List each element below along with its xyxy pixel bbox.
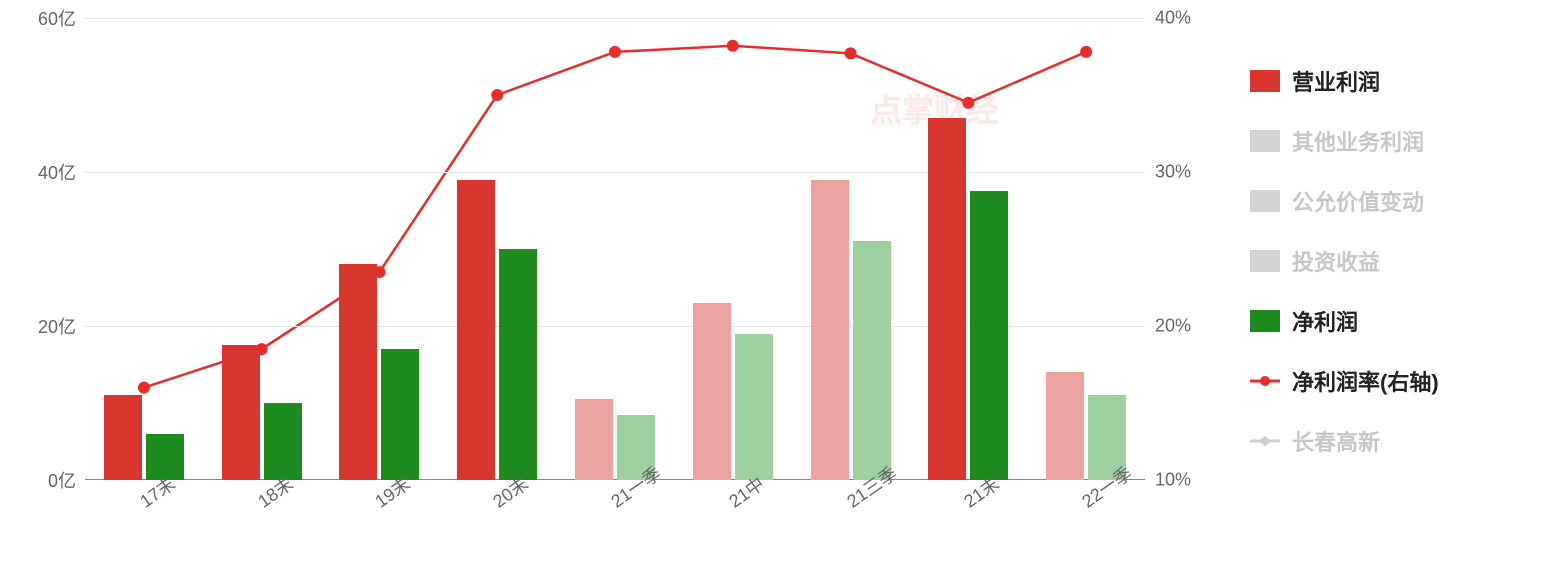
bar-net-profit[interactable]: [853, 241, 891, 480]
net-margin-marker[interactable]: [962, 97, 974, 109]
net-margin-marker[interactable]: [1080, 46, 1092, 58]
y-right-tick-label: 30%: [1155, 162, 1215, 183]
plot-area: [85, 18, 1145, 480]
bar-net-profit[interactable]: [735, 334, 773, 480]
bar-operating-profit[interactable]: [575, 399, 613, 480]
bar-operating-profit[interactable]: [104, 395, 142, 480]
bar-operating-profit[interactable]: [339, 264, 377, 480]
bar-operating-profit[interactable]: [693, 303, 731, 480]
legend-item[interactable]: 净利润: [1250, 305, 1530, 337]
legend-swatch: [1250, 310, 1280, 332]
bar-net-profit[interactable]: [264, 403, 302, 480]
legend-item[interactable]: 其他业务利润: [1250, 125, 1530, 157]
legend-swatch: [1250, 70, 1280, 92]
bar-net-profit[interactable]: [970, 191, 1008, 480]
legend-label: 投资收益: [1292, 245, 1380, 277]
gridline: [85, 18, 1145, 19]
y-left-tick-label: 40亿: [6, 159, 76, 185]
gridline: [85, 172, 1145, 173]
legend-label: 公允价值变动: [1292, 185, 1424, 217]
bar-operating-profit[interactable]: [222, 345, 260, 480]
bar-operating-profit[interactable]: [928, 118, 966, 480]
bar-operating-profit[interactable]: [811, 180, 849, 480]
legend-item[interactable]: 投资收益: [1250, 245, 1530, 277]
y-left-tick-label: 60亿: [6, 5, 76, 31]
legend-label: 净利润: [1292, 305, 1358, 337]
bar-net-profit[interactable]: [499, 249, 537, 480]
bar-operating-profit[interactable]: [1046, 372, 1084, 480]
y-right-tick-label: 40%: [1155, 8, 1215, 29]
legend-swatch: [1250, 250, 1280, 272]
y-left-tick-label: 0亿: [6, 467, 76, 493]
y-right-tick-label: 20%: [1155, 316, 1215, 337]
legend-item[interactable]: 公允价值变动: [1250, 185, 1530, 217]
bar-operating-profit[interactable]: [457, 180, 495, 480]
legend-label: 净利润率(右轴): [1292, 365, 1439, 397]
legend-line-diamond: [1250, 430, 1280, 452]
legend-item[interactable]: 长春高新: [1250, 425, 1530, 457]
y-right-tick-label: 10%: [1155, 470, 1215, 491]
legend: 营业利润其他业务利润公允价值变动投资收益净利润净利润率(右轴) 长春高新: [1250, 65, 1530, 485]
net-margin-marker[interactable]: [491, 89, 503, 101]
legend-line: [1250, 370, 1280, 392]
legend-label: 长春高新: [1292, 425, 1380, 457]
legend-label: 其他业务利润: [1292, 125, 1424, 157]
y-left-tick-label: 20亿: [6, 313, 76, 339]
legend-item[interactable]: 营业利润: [1250, 65, 1530, 97]
legend-swatch: [1250, 130, 1280, 152]
profit-chart: 点掌财经 营业利润其他业务利润公允价值变动投资收益净利润净利润率(右轴)长春高新: [0, 0, 1541, 580]
legend-swatch: [1250, 190, 1280, 212]
legend-label: 营业利润: [1292, 65, 1380, 97]
net-margin-marker[interactable]: [845, 47, 857, 59]
net-margin-marker[interactable]: [138, 382, 150, 394]
legend-item[interactable]: 净利润率(右轴): [1250, 365, 1530, 397]
net-margin-marker[interactable]: [727, 40, 739, 52]
net-margin-marker[interactable]: [609, 46, 621, 58]
bar-net-profit[interactable]: [381, 349, 419, 480]
